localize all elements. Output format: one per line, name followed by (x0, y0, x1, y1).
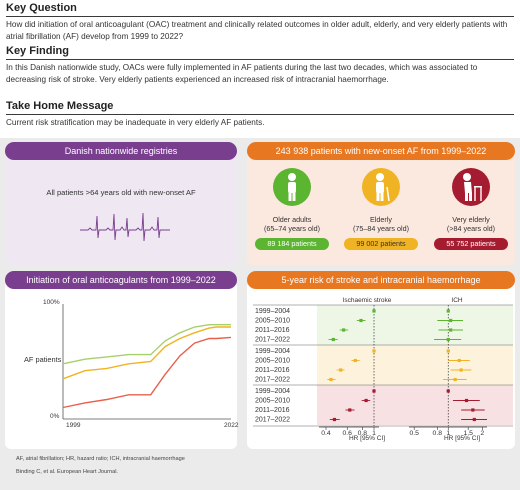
forest-group-background (317, 305, 513, 345)
period-label: 2017–2022 (255, 377, 290, 384)
period-label: 2017–2022 (255, 337, 290, 344)
initiation-banner: Initiation of oral anticoagulants from 1… (5, 271, 237, 289)
hr-point (342, 328, 346, 332)
forest-group-background (317, 345, 513, 385)
hr-point (446, 309, 450, 313)
initiation-box: 100% 0% AF patients 1999 2022 (5, 281, 239, 449)
tick-label: 0.5 (409, 430, 419, 437)
hr-point (372, 349, 376, 353)
tick-label: 1 (372, 430, 376, 437)
period-label: 1999–2004 (255, 348, 290, 355)
forest-plot: 1999–2004 2005–2010 2011–2016 2017–2022 1999… (253, 304, 513, 437)
tick-label: 1 (446, 430, 450, 437)
key-finding-text: In this Danish nationwide study, OACs we… (6, 63, 478, 84)
y-axis-title: AF patients (24, 355, 62, 364)
x-axis-start-label: 1999 (66, 422, 81, 429)
series-line-1 (62, 326, 231, 380)
hr-point (353, 358, 357, 363)
period-label: 2005–2010 (255, 318, 290, 325)
hr-point (457, 358, 461, 363)
forest-col2-title: ICH (451, 297, 463, 304)
hr-point (453, 377, 457, 382)
older-adult-icon (273, 168, 311, 206)
forest-col1-title: Ischaemic stroke (342, 297, 392, 304)
period-label: 1999–2004 (255, 308, 290, 315)
hr-point (359, 318, 363, 323)
abbreviations-footnote: AF, atrial fibrillation; HR, hazard rati… (16, 456, 185, 462)
forest-x-label-2: HR [95% CI] (443, 435, 481, 442)
group-label: Older adults (65–74 years old) (264, 215, 320, 233)
tick-label: 2 (480, 430, 484, 437)
forest-x-label-1: HR [95% CI] (348, 435, 386, 442)
series-line-0 (62, 324, 231, 365)
key-finding-heading: Key Finding (6, 45, 69, 57)
take-home-text: Current risk stratification may be inade… (6, 118, 265, 127)
hr-point (449, 318, 453, 323)
hr-point (339, 368, 343, 372)
group-count-badge: 55 752 patients (434, 238, 508, 250)
period-label: 1999–2004 (255, 388, 290, 395)
hr-point (464, 398, 469, 403)
tick-label: 1.5 (463, 430, 473, 437)
forest-banner: 5-year risk of stroke and intracranial h… (247, 271, 515, 289)
group-label: Elderly (75–84 years old) (353, 215, 409, 233)
ecg-trace-icon (80, 212, 170, 242)
y-axis-top-label: 100% (43, 299, 60, 306)
registries-text: All patients >64 years old with new-onse… (46, 188, 196, 197)
hr-point (372, 389, 376, 393)
initiation-line-chart (62, 304, 232, 420)
period-label: 2005–2010 (255, 358, 290, 365)
hr-point (449, 328, 453, 332)
hr-point (446, 389, 450, 393)
tick-label: 0.8 (433, 430, 443, 437)
period-label: 2005–2010 (255, 398, 290, 405)
divider (6, 59, 514, 60)
registries-box: All patients >64 years old with new-onse… (5, 152, 237, 265)
elderly-cane-icon (362, 168, 400, 206)
period-label: 2011–2016 (255, 407, 290, 414)
patients-box: Older adults (65–74 years old) 89 184 pa… (247, 152, 515, 265)
series-line-2 (62, 336, 232, 409)
tick-label: 0.6 (343, 430, 353, 437)
tick-label: 0.4 (321, 430, 331, 437)
divider (6, 16, 514, 17)
hr-point (472, 417, 476, 422)
hr-point (446, 337, 450, 342)
hr-point (348, 408, 352, 412)
period-label: 2011–2016 (255, 327, 290, 334)
take-home-heading: Take Home Message (6, 100, 114, 112)
divider (6, 114, 514, 115)
forest-group-background (317, 385, 513, 425)
group-count-badge: 99 002 patients (344, 238, 418, 250)
registries-banner: Danish nationwide registries (5, 142, 237, 160)
x-axis-end-label: 2022 (224, 422, 239, 429)
hr-point (364, 398, 368, 403)
period-label: 2011–2016 (255, 367, 290, 374)
group-label: Very elderly (>84 years old) (446, 215, 496, 233)
hr-point (372, 309, 376, 313)
forest-box: 1999–2004 2005–2010 2011–2016 2017–2022 1999… (247, 281, 515, 449)
very-elderly-walker-icon (452, 168, 490, 206)
period-label: 2017–2022 (255, 417, 290, 424)
citation: Binding C, et al. European Heart Journal… (16, 469, 118, 475)
hr-point (459, 368, 463, 372)
key-question-heading: Key Question (6, 2, 77, 14)
group-count-badge: 89 184 patients (255, 238, 329, 250)
hr-point (331, 337, 335, 342)
hr-point (329, 377, 333, 382)
graphical-abstract-panel: All patients >64 years old with new-onse… (0, 138, 520, 490)
hr-point (471, 408, 475, 412)
key-question-text: How did initiation of oral anticoagulant… (6, 20, 508, 41)
hr-point (446, 349, 450, 353)
patients-banner: 243 938 patients with new-onset AF from … (247, 142, 515, 160)
y-axis-bottom-label: 0% (50, 413, 60, 420)
tick-label: 0.8 (358, 430, 368, 437)
hr-point (332, 417, 337, 422)
